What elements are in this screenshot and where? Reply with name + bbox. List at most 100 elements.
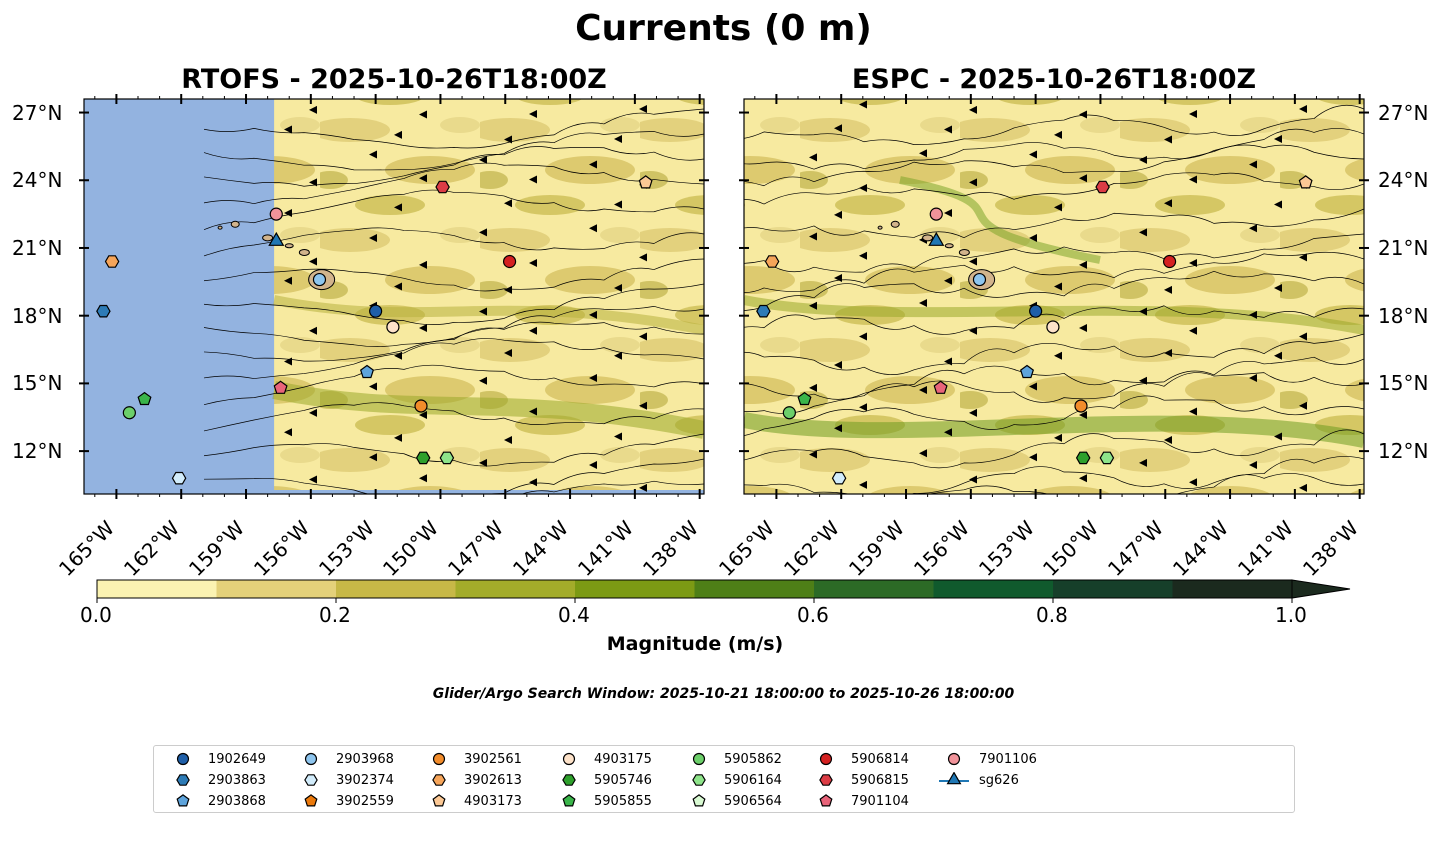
legend-item-3902613: 3902613 xyxy=(422,772,522,788)
float-marker-3902613 xyxy=(104,255,120,268)
legend-item-4903175: 4903175 xyxy=(552,751,652,767)
legend-label: 3902561 xyxy=(464,751,522,767)
float-marker-5905862 xyxy=(122,406,136,420)
float-marker-3902613 xyxy=(764,255,780,268)
legend-item-sg626: sg626 xyxy=(937,772,1019,788)
search-window-text: Glider/Argo Search Window: 2025-10-21 18… xyxy=(432,686,1015,702)
legend-marker-5906815 xyxy=(819,774,833,786)
rtofs-map-frame xyxy=(83,98,705,495)
legend-label: 5905862 xyxy=(724,751,782,767)
colorbar-segment xyxy=(216,580,337,598)
legend-label: 3902374 xyxy=(336,772,394,788)
float-marker-2903868 xyxy=(359,364,375,379)
colorbar-label: Magnitude (m/s) xyxy=(606,633,784,655)
legend-item-5905855: 5905855 xyxy=(552,793,652,809)
legend-marker-1902649 xyxy=(176,752,190,766)
colorbar-tick-label: 0.0 xyxy=(80,603,112,627)
legend-marker-5905855 xyxy=(562,794,576,807)
float-marker-5906815 xyxy=(1095,180,1110,194)
float-marker-4903175 xyxy=(1046,320,1060,334)
legend-item-2903863: 2903863 xyxy=(166,772,266,788)
legend-item-3902559: 3902559 xyxy=(294,793,394,809)
colorbar-segment xyxy=(814,580,934,598)
espc-map-panel xyxy=(744,99,1364,494)
legend-item-5906814: 5906814 xyxy=(809,751,909,767)
colorbar-segment xyxy=(336,580,456,598)
colorbar-segment xyxy=(694,580,815,598)
island xyxy=(890,220,900,228)
float-marker-2903863 xyxy=(96,304,111,318)
float-marker-3902561 xyxy=(1074,399,1088,413)
legend-label: 2903863 xyxy=(208,772,266,788)
legend-item-5905746: 5905746 xyxy=(552,772,652,788)
float-marker-3902374 xyxy=(831,471,847,485)
legend-marker-5906564 xyxy=(692,794,706,807)
island xyxy=(217,225,223,230)
float-marker-5906815 xyxy=(435,180,450,194)
float-marker-1902649 xyxy=(1029,304,1043,318)
legend-label: 7901106 xyxy=(979,751,1037,767)
island xyxy=(284,243,294,249)
espc-lat-tick-label: 12°N xyxy=(1378,439,1429,464)
legend-item-7901104: 7901104 xyxy=(809,793,909,809)
legend-label: 4903173 xyxy=(464,793,522,809)
colorbar xyxy=(96,579,1351,603)
rtofs-panel-title: RTOFS - 2025-10-26T18:00Z xyxy=(181,64,607,95)
legend-marker-2903863 xyxy=(176,774,190,786)
legend-marker-2903868 xyxy=(176,794,190,807)
espc-panel-title: ESPC - 2025-10-26T18:00Z xyxy=(851,64,1257,95)
float-marker-2903868 xyxy=(1019,364,1035,379)
float-marker-sg626 xyxy=(928,231,945,246)
streamlines xyxy=(203,105,704,494)
legend-item-2903968: 2903968 xyxy=(294,751,394,767)
legend-label: 1902649 xyxy=(208,751,266,767)
legend-item-3902374: 3902374 xyxy=(294,772,394,788)
float-marker-5906814 xyxy=(1162,254,1177,269)
espc-lat-tick-label: 15°N xyxy=(1378,371,1429,396)
float-marker-5906164 xyxy=(439,451,455,465)
legend-item-4903173: 4903173 xyxy=(422,793,522,809)
legend-marker-3902613 xyxy=(432,774,446,786)
colorbar-tick-label: 0.2 xyxy=(319,603,351,627)
colorbar-segment xyxy=(455,580,576,598)
espc-lat-tick-label: 21°N xyxy=(1378,235,1429,260)
legend-label: 3902613 xyxy=(464,772,522,788)
float-marker-7901104 xyxy=(273,380,288,394)
float-marker-2903863 xyxy=(756,304,771,318)
legend-label: 2903868 xyxy=(208,793,266,809)
figure-title: Currents (0 m) xyxy=(575,8,872,49)
float-marker-3902561 xyxy=(414,399,428,413)
legend-marker-5905746 xyxy=(562,774,576,786)
island xyxy=(944,243,954,249)
colorbar-segment xyxy=(1053,580,1173,598)
island xyxy=(958,248,970,256)
legend-label: 5905855 xyxy=(594,793,652,809)
float-marker-4903175 xyxy=(386,320,400,334)
colorbar-tick-label: 1.0 xyxy=(1275,603,1307,627)
colorbar-tick-label: 0.4 xyxy=(558,603,590,627)
float-marker-5905746 xyxy=(1075,451,1091,465)
rtofs-lat-tick-label: 12°N xyxy=(12,439,63,464)
legend-item-5906564: 5906564 xyxy=(682,793,782,809)
legend-item-2903868: 2903868 xyxy=(166,793,266,809)
legend-marker-3902561 xyxy=(432,752,446,766)
legend-item-7901106: 7901106 xyxy=(937,751,1037,767)
float-marker-sg626 xyxy=(268,231,285,246)
legend-marker-4903175 xyxy=(562,752,576,766)
legend-marker-5906164 xyxy=(692,774,706,786)
legend-marker-sg626 xyxy=(946,772,962,785)
island xyxy=(262,234,274,242)
colorbar-segment xyxy=(933,580,1054,598)
legend-label: 4903175 xyxy=(594,751,652,767)
island xyxy=(922,234,934,242)
legend-item-5906164: 5906164 xyxy=(682,772,782,788)
legend-marker-7901104 xyxy=(819,794,833,807)
espc-lat-tick-label: 18°N xyxy=(1378,303,1429,328)
float-marker-3902559 xyxy=(69,162,82,174)
legend-marker-3902559 xyxy=(304,794,318,807)
float-marker-5906164 xyxy=(1099,451,1115,465)
float-marker-5906814 xyxy=(502,254,517,269)
float-marker-5905746 xyxy=(415,451,431,465)
espc-map-frame xyxy=(743,98,1365,495)
legend-item-3902561: 3902561 xyxy=(422,751,522,767)
